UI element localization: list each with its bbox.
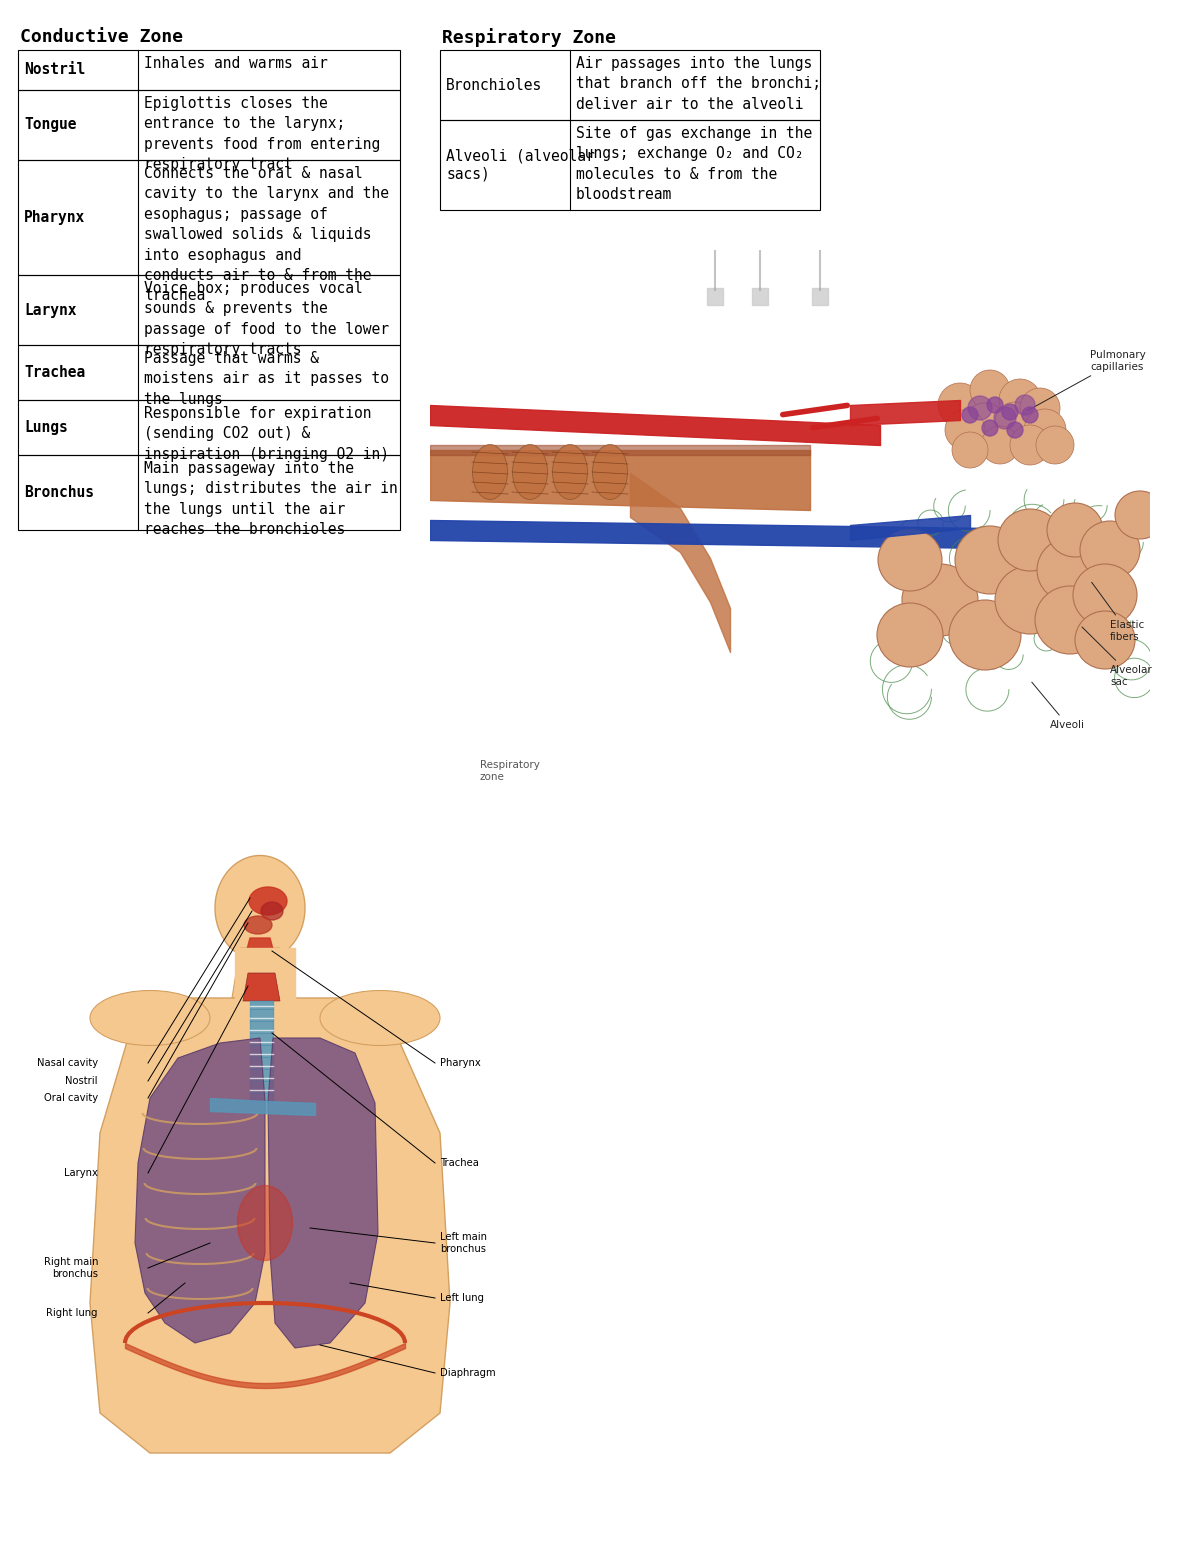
Text: Diaphragm: Diaphragm bbox=[440, 1368, 496, 1378]
Circle shape bbox=[962, 407, 978, 422]
Text: Oral cavity: Oral cavity bbox=[44, 1093, 98, 1103]
Ellipse shape bbox=[995, 565, 1066, 634]
Circle shape bbox=[998, 379, 1042, 421]
Text: Respiratory Zone: Respiratory Zone bbox=[442, 28, 616, 47]
Circle shape bbox=[995, 402, 1034, 443]
Ellipse shape bbox=[512, 444, 547, 500]
Text: Left lung: Left lung bbox=[440, 1294, 484, 1303]
Ellipse shape bbox=[1037, 537, 1103, 603]
Ellipse shape bbox=[473, 444, 508, 500]
Text: Nostril: Nostril bbox=[66, 1076, 98, 1086]
Circle shape bbox=[952, 432, 988, 467]
Text: Air passages into the lungs
that branch off the bronchi;
deliver air to the alve: Air passages into the lungs that branch … bbox=[576, 56, 821, 112]
Ellipse shape bbox=[244, 916, 272, 933]
Text: Right main
bronchus: Right main bronchus bbox=[43, 1258, 98, 1278]
Ellipse shape bbox=[262, 902, 283, 919]
Circle shape bbox=[970, 370, 1010, 410]
Ellipse shape bbox=[552, 444, 588, 500]
Ellipse shape bbox=[593, 444, 628, 500]
Ellipse shape bbox=[1080, 520, 1140, 579]
Text: Larynx: Larynx bbox=[24, 303, 77, 317]
Text: Elastic
fibers: Elastic fibers bbox=[1092, 582, 1145, 641]
Ellipse shape bbox=[250, 887, 287, 915]
Ellipse shape bbox=[1075, 610, 1135, 669]
Text: Conductive Zone: Conductive Zone bbox=[20, 28, 184, 47]
Polygon shape bbox=[242, 974, 280, 1002]
Circle shape bbox=[1024, 408, 1066, 450]
Circle shape bbox=[946, 410, 985, 450]
Circle shape bbox=[1007, 422, 1022, 438]
Bar bbox=[18, 345, 400, 401]
Ellipse shape bbox=[1073, 564, 1138, 626]
Circle shape bbox=[1002, 404, 1018, 419]
Ellipse shape bbox=[902, 564, 978, 637]
Text: Larynx: Larynx bbox=[64, 1168, 98, 1179]
Text: Epiglottis closes the
entrance to the larynx;
prevents food from entering
respir: Epiglottis closes the entrance to the la… bbox=[144, 96, 380, 172]
Ellipse shape bbox=[90, 991, 210, 1045]
Ellipse shape bbox=[955, 526, 1025, 593]
Text: Nasal cavity: Nasal cavity bbox=[37, 1058, 98, 1068]
Circle shape bbox=[964, 402, 1007, 447]
Bar bbox=[18, 275, 400, 345]
Text: Pharynx: Pharynx bbox=[24, 210, 85, 225]
Bar bbox=[18, 455, 400, 530]
Circle shape bbox=[1010, 426, 1050, 464]
Text: Trachea: Trachea bbox=[24, 365, 85, 380]
Text: Alveoli: Alveoli bbox=[1032, 682, 1085, 730]
Text: Inhales and warms air: Inhales and warms air bbox=[144, 56, 328, 71]
Text: Alveolar
sac: Alveolar sac bbox=[1082, 627, 1153, 686]
Circle shape bbox=[938, 384, 982, 427]
Text: Trachea: Trachea bbox=[440, 1159, 479, 1168]
Text: Nostril: Nostril bbox=[24, 62, 85, 78]
Ellipse shape bbox=[949, 599, 1021, 669]
Text: Tongue: Tongue bbox=[24, 118, 77, 132]
Text: Right lung: Right lung bbox=[47, 1308, 98, 1318]
Ellipse shape bbox=[998, 509, 1062, 572]
Ellipse shape bbox=[877, 603, 943, 666]
Circle shape bbox=[1015, 394, 1034, 415]
Bar bbox=[18, 401, 400, 455]
Bar bbox=[18, 160, 400, 275]
Text: Main passageway into the
lungs; distributes the air in
the lungs until the air
r: Main passageway into the lungs; distribu… bbox=[144, 461, 397, 537]
Bar bbox=[440, 120, 820, 210]
Polygon shape bbox=[134, 1037, 265, 1343]
Bar bbox=[18, 50, 400, 90]
Circle shape bbox=[968, 396, 992, 419]
Text: Alveoli (alveolar
sacs): Alveoli (alveolar sacs) bbox=[446, 149, 595, 182]
Text: Connects the oral & nasal
cavity to the larynx and the
esophagus; passage of
swa: Connects the oral & nasal cavity to the … bbox=[144, 166, 389, 303]
Circle shape bbox=[982, 426, 1019, 464]
Polygon shape bbox=[232, 947, 288, 999]
Text: Site of gas exchange in the
lungs; exchange O₂ and CO₂
molecules to & from the
b: Site of gas exchange in the lungs; excha… bbox=[576, 126, 812, 202]
Bar bbox=[440, 50, 820, 120]
Circle shape bbox=[1022, 407, 1038, 422]
Ellipse shape bbox=[1034, 585, 1105, 654]
Text: Pharynx: Pharynx bbox=[440, 1058, 481, 1068]
Ellipse shape bbox=[215, 856, 305, 960]
Text: Bronchioles: Bronchioles bbox=[446, 78, 542, 93]
Polygon shape bbox=[90, 999, 450, 1454]
Ellipse shape bbox=[1046, 503, 1103, 558]
Circle shape bbox=[982, 419, 998, 436]
Polygon shape bbox=[242, 938, 278, 974]
Text: Bronchus: Bronchus bbox=[24, 485, 94, 500]
Text: Respiratory
zone: Respiratory zone bbox=[480, 759, 540, 781]
Text: Passage that warms &
moistens air as it passes to
the lungs: Passage that warms & moistens air as it … bbox=[144, 351, 389, 407]
Text: Voice box; produces vocal
sounds & prevents the
passage of food to the lower
res: Voice box; produces vocal sounds & preve… bbox=[144, 281, 389, 357]
Ellipse shape bbox=[1115, 491, 1165, 539]
Ellipse shape bbox=[238, 1185, 293, 1261]
Ellipse shape bbox=[878, 530, 942, 592]
Circle shape bbox=[994, 407, 1016, 429]
Text: Pulmonary
capillaries: Pulmonary capillaries bbox=[1027, 349, 1146, 410]
Bar bbox=[18, 90, 400, 160]
Circle shape bbox=[1020, 388, 1060, 429]
Text: Lungs: Lungs bbox=[24, 419, 67, 435]
Polygon shape bbox=[268, 1037, 378, 1348]
Text: Left main
bronchus: Left main bronchus bbox=[440, 1232, 487, 1253]
Circle shape bbox=[1036, 426, 1074, 464]
Text: Responsible for expiration
(sending CO2 out) &
inspiration (bringing O2 in): Responsible for expiration (sending CO2 … bbox=[144, 405, 389, 461]
Ellipse shape bbox=[320, 991, 440, 1045]
Circle shape bbox=[986, 398, 1003, 413]
